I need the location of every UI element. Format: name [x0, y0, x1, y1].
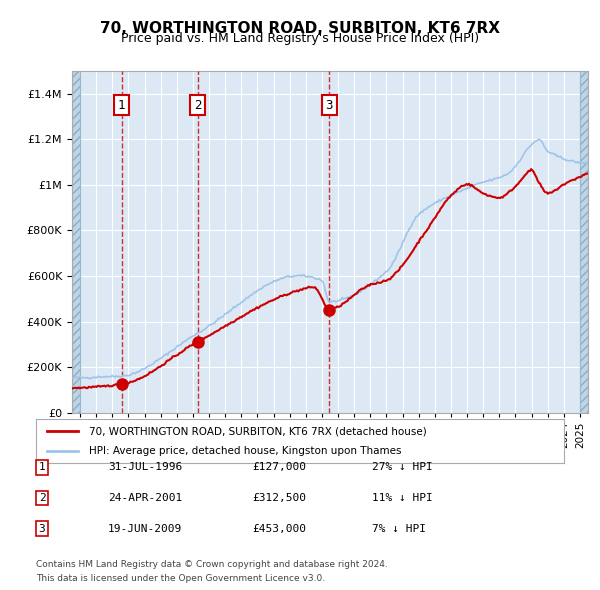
Bar	[72, 71, 80, 413]
Text: 24-APR-2001: 24-APR-2001	[108, 493, 182, 503]
Text: Contains HM Land Registry data © Crown copyright and database right 2024.: Contains HM Land Registry data © Crown c…	[36, 560, 388, 569]
Text: 70, WORTHINGTON ROAD, SURBITON, KT6 7RX: 70, WORTHINGTON ROAD, SURBITON, KT6 7RX	[100, 21, 500, 35]
Text: 70, WORTHINGTON ROAD, SURBITON, KT6 7RX (detached house): 70, WORTHINGTON ROAD, SURBITON, KT6 7RX …	[89, 427, 427, 436]
Bar	[580, 71, 588, 413]
Text: 11% ↓ HPI: 11% ↓ HPI	[372, 493, 433, 503]
Bar	[580, 71, 588, 413]
Text: £127,000: £127,000	[252, 463, 306, 472]
Text: 27% ↓ HPI: 27% ↓ HPI	[372, 463, 433, 472]
Text: £312,500: £312,500	[252, 493, 306, 503]
Text: This data is licensed under the Open Government Licence v3.0.: This data is licensed under the Open Gov…	[36, 574, 325, 583]
Bar	[72, 71, 80, 413]
Text: 2: 2	[38, 493, 46, 503]
Text: 2: 2	[194, 99, 202, 112]
Text: £453,000: £453,000	[252, 524, 306, 533]
Text: 3: 3	[326, 99, 333, 112]
Text: HPI: Average price, detached house, Kingston upon Thames: HPI: Average price, detached house, King…	[89, 446, 401, 455]
Text: 1: 1	[118, 99, 125, 112]
Text: 31-JUL-1996: 31-JUL-1996	[108, 463, 182, 472]
Text: 7% ↓ HPI: 7% ↓ HPI	[372, 524, 426, 533]
Text: 1: 1	[38, 463, 46, 472]
Text: 19-JUN-2009: 19-JUN-2009	[108, 524, 182, 533]
Text: 3: 3	[38, 524, 46, 533]
Text: Price paid vs. HM Land Registry's House Price Index (HPI): Price paid vs. HM Land Registry's House …	[121, 32, 479, 45]
